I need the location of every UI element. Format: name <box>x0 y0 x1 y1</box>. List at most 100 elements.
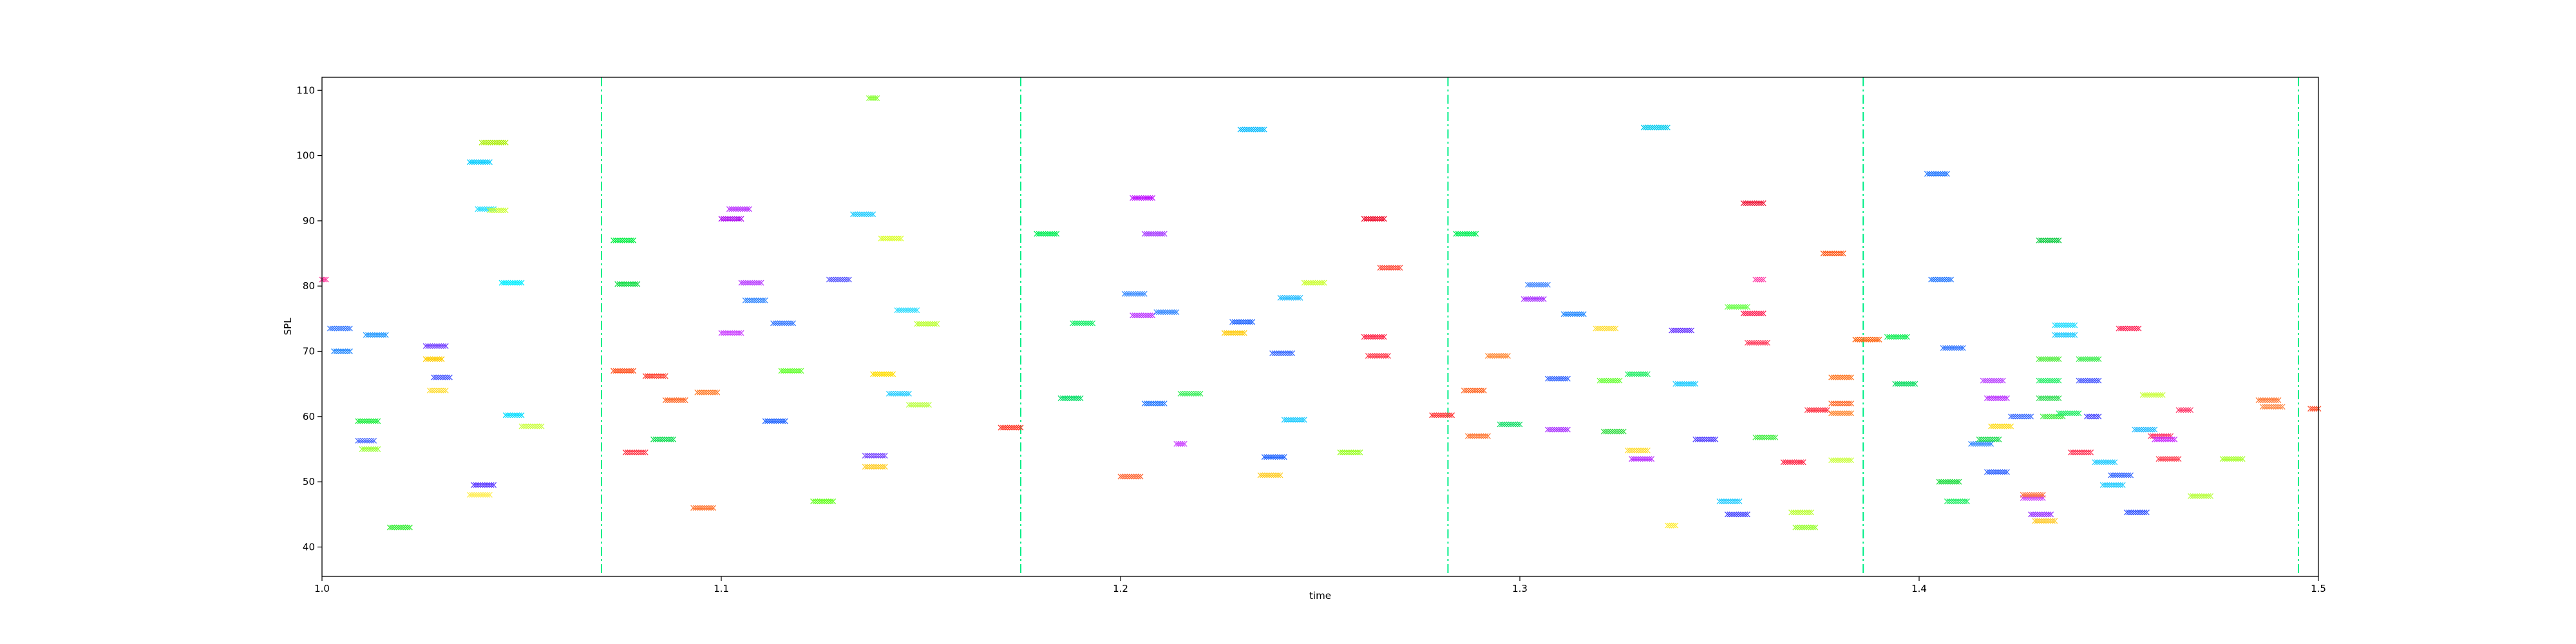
data-point <box>1281 417 1307 423</box>
data-point <box>2028 511 2054 518</box>
data-point <box>650 436 677 442</box>
data-point <box>1177 390 1204 397</box>
data-point <box>1828 410 1855 417</box>
data-point <box>2083 413 2102 420</box>
data-point <box>1928 276 1955 283</box>
data-point <box>878 235 904 242</box>
data-point <box>1788 509 1815 516</box>
data-point <box>1752 434 1779 440</box>
data-point <box>2108 472 2134 478</box>
data-point <box>1804 407 1830 413</box>
x-tick-label: 1.4 <box>1911 583 1927 594</box>
data-point <box>1716 498 1743 504</box>
data-point <box>1624 371 1651 377</box>
data-point <box>1117 473 1144 480</box>
y-tick-label: 60 <box>303 411 315 422</box>
data-point <box>1560 311 1587 317</box>
data-point <box>1828 374 1855 381</box>
data-point <box>1034 231 1060 237</box>
x-tick-label: 1.0 <box>314 583 330 594</box>
data-point <box>327 325 353 332</box>
data-point <box>2148 433 2174 439</box>
data-point <box>850 211 876 218</box>
data-point <box>2036 237 2062 243</box>
data-point <box>718 216 744 222</box>
data-point <box>694 389 721 395</box>
data-point <box>718 330 744 336</box>
data-point <box>1520 296 1547 302</box>
data-point <box>905 402 932 408</box>
data-point <box>778 368 804 374</box>
data-point <box>331 348 353 354</box>
data-point <box>1852 336 1882 343</box>
data-point <box>762 418 788 424</box>
y-tick-label: 80 <box>303 280 315 292</box>
data-point <box>726 206 752 213</box>
data-point <box>1740 200 1766 206</box>
data-point <box>2036 377 2062 384</box>
data-point <box>1361 334 1387 340</box>
marks-layer <box>319 95 2322 531</box>
data-point <box>1724 511 1750 518</box>
data-point <box>2123 509 2150 516</box>
data-point <box>886 390 912 397</box>
data-point <box>426 387 449 393</box>
data-point <box>622 450 649 455</box>
data-point <box>431 374 453 381</box>
data-point <box>466 159 493 166</box>
data-point <box>1752 276 1766 283</box>
data-point <box>1924 171 1950 177</box>
data-point <box>1596 377 1623 384</box>
x-tick-label: 1.1 <box>714 583 729 594</box>
data-point <box>1828 457 1855 464</box>
data-point <box>1968 440 1994 447</box>
data-point <box>1497 421 1523 428</box>
y-tick-label: 100 <box>296 150 315 162</box>
data-point <box>611 368 637 374</box>
data-point <box>2255 397 2282 403</box>
data-point <box>1130 194 1156 201</box>
data-point <box>1130 312 1156 319</box>
data-point <box>2020 495 2046 501</box>
data-point <box>1301 279 1327 286</box>
data-point <box>359 446 381 452</box>
data-point <box>478 139 509 146</box>
data-point <box>502 412 525 419</box>
data-point <box>1337 450 1363 455</box>
data-point <box>1884 334 1910 340</box>
data-point <box>2040 413 2066 420</box>
data-point <box>355 418 381 424</box>
plot-frame <box>321 77 2319 577</box>
data-point <box>662 397 688 403</box>
data-point <box>614 281 641 287</box>
data-point <box>862 453 888 459</box>
data-point <box>738 279 764 286</box>
data-point <box>1892 381 1918 387</box>
data-point <box>770 320 797 327</box>
data-point <box>2175 407 2194 413</box>
data-point <box>742 298 768 303</box>
data-point <box>518 423 545 430</box>
y-axis-label: SPL <box>282 317 294 336</box>
data-point <box>866 95 880 101</box>
data-point <box>2099 482 2126 488</box>
data-point <box>1464 433 1491 439</box>
data-point <box>1461 387 1487 393</box>
data-point <box>1792 524 1819 531</box>
data-point <box>1365 353 1391 359</box>
data-point <box>2188 493 2214 499</box>
data-point <box>1600 428 1627 435</box>
data-point <box>1237 126 1267 133</box>
data-point <box>1820 251 1846 256</box>
data-point <box>1976 436 2002 442</box>
data-point <box>2132 426 2158 433</box>
data-point <box>1988 423 2014 430</box>
plot-background <box>322 77 2318 576</box>
x-axis: 1.0 1.1 1.2 1.3 1.4 1.5 <box>314 576 2326 594</box>
data-point <box>642 373 668 379</box>
data-point <box>2152 436 2178 442</box>
data-point <box>1229 319 1256 325</box>
data-point <box>1070 320 1096 327</box>
data-point <box>1664 522 1679 529</box>
